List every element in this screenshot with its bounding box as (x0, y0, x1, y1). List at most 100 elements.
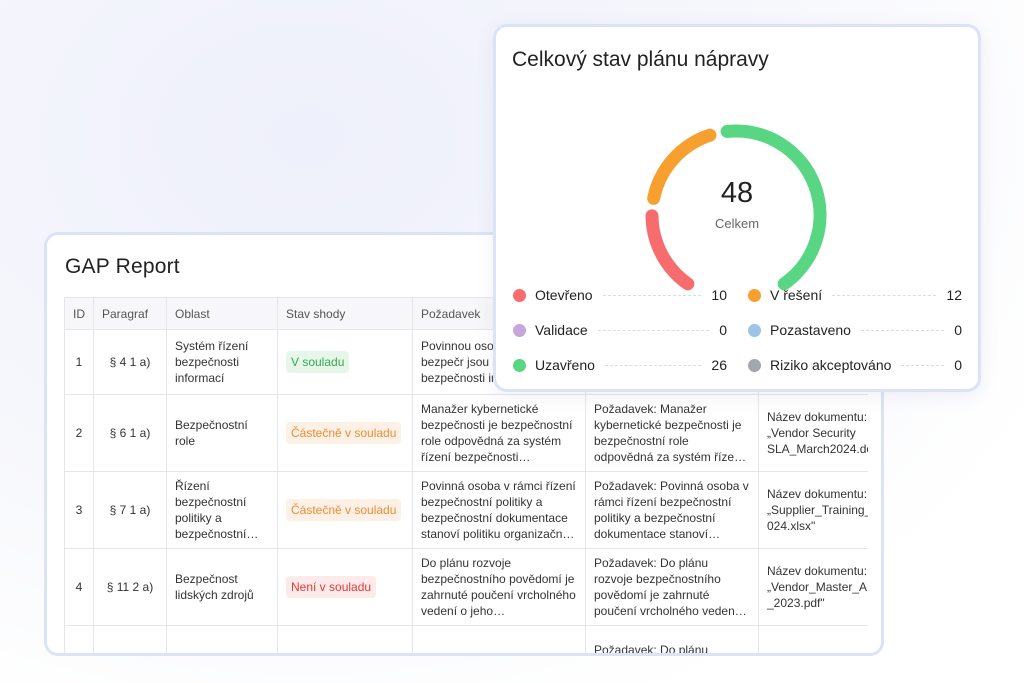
cell-stav: V souladu (277, 329, 413, 395)
gap-report-table: ID Paragraf Oblast Stav shody Požadavek … (64, 297, 868, 656)
cell-col7-text: Název dokumentu: (767, 650, 868, 653)
cell-col7-text: Název dokumentu: „Vendor_Master_A _2023.… (767, 564, 868, 610)
legend-divider (901, 364, 945, 366)
cell-col6-text: Požadavek: Povinná osoba v rámci řízení … (594, 479, 749, 541)
cell-stav (277, 625, 413, 653)
gauge-total-label: Celkem (714, 216, 760, 231)
cell-paragraf-text: § 11 2 a) (106, 580, 154, 594)
cell-col6: Požadavek: Do plánu rozvoje (585, 625, 759, 656)
legend-dot (748, 288, 761, 302)
cell-pozadavek-text: Povinná osoba v rámci řízení bezpečnostn… (421, 479, 576, 541)
status-badge: V souladu (286, 351, 350, 373)
cell-id-text: 3 (75, 503, 83, 517)
cell-oblast: Řízení bezpečnostní politiky a bezpečnos… (166, 471, 278, 549)
cell-paragraf-text: § 6 1 a) (109, 426, 151, 440)
cell-col6-text: Požadavek: Do plánu rozvoje (594, 643, 709, 656)
cell-oblast: Bezpečnostní role (166, 394, 278, 472)
cell-oblast: Bezpečnost lidských zdrojů (166, 548, 278, 626)
cell-col7: Název dokumentu: „Vendor_Master_A _2023.… (758, 548, 868, 626)
cell-stav: Částečně v souladu (277, 471, 413, 549)
cell-pozadavek: Do plánu rozvoje bezpečnostního povědomí… (412, 548, 586, 626)
legend-item[interactable]: Uzavřeno 26 (513, 355, 727, 375)
table-row[interactable]: 4 § 11 2 a) Bezpečnost lidských zdrojů Není… (64, 548, 868, 626)
cell-col6-text: Požadavek: Manažer kybernetické bezpečno… (594, 402, 745, 464)
legend-value: 0 (719, 322, 727, 338)
cell-paragraf: § 11 2 a) (93, 548, 167, 626)
cell-pozadavek-text: Do plánu rozvoje (421, 650, 577, 653)
legend-label: V řešení (770, 287, 823, 303)
cell-stav: Částečně v souladu (277, 394, 413, 472)
cell-id: 1 (64, 329, 94, 395)
legend-item[interactable]: Riziko akceptováno 0 (748, 355, 962, 375)
gauge-total-value: 48 (720, 177, 754, 209)
legend-label: Pozastaveno (770, 322, 851, 338)
gauge-segment-v-řešení[interactable] (647, 128, 717, 205)
legend-dot (513, 323, 526, 337)
cell-id: 2 (64, 394, 94, 472)
cell-oblast: Systém řízení bezpečnosti informací (166, 329, 278, 395)
table-row[interactable]: 2 § 6 1 a) Bezpečnostní role Částečně v sou… (64, 394, 868, 472)
legend-divider (832, 294, 937, 296)
legend-item[interactable]: Validace 0 (513, 320, 727, 340)
legend-value: 26 (711, 357, 727, 373)
legend-label: Riziko akceptováno (770, 357, 892, 373)
status-badge: Není v souladu (286, 576, 377, 598)
cell-oblast-text: Systém řízení bezpečnosti informací (175, 339, 249, 385)
cell-id-text: 1 (75, 355, 83, 369)
gap-report-title: GAP Report (65, 255, 180, 278)
legend-item[interactable]: Otevřeno 10 (513, 285, 727, 305)
legend-value: 12 (946, 287, 962, 303)
cell-oblast-text: Řízení bezpečnostní politiky a bezpečnos… (175, 479, 247, 541)
cell-col7: Název dokumentu: (758, 625, 868, 653)
column-header-id[interactable]: ID (64, 297, 94, 330)
cell-col7: Název dokumentu: „Vendor Security SLA_Ma… (758, 394, 868, 472)
cell-col7-text: Název dokumentu: „Supplier_Training_ 024… (767, 487, 868, 533)
cell-paragraf: § 7 1 a) (93, 471, 167, 549)
legend-item[interactable]: V řešení 12 (748, 285, 962, 305)
gap-report-table-wrap[interactable]: ID Paragraf Oblast Stav shody Požadavek … (64, 297, 868, 656)
legend-label: Uzavřeno (535, 357, 595, 373)
cell-id (64, 625, 94, 653)
legend-value: 0 (954, 357, 962, 373)
cell-paragraf-text: § 4 1 a) (109, 355, 151, 369)
cell-pozadavek: Povinná osoba v rámci řízení bezpečnostn… (412, 471, 586, 549)
legend-divider (860, 329, 945, 331)
legend-dot (513, 288, 526, 302)
status-badge: Částečně v souladu (286, 499, 402, 521)
legend-label: Validace (535, 322, 588, 338)
cell-id-text: 2 (75, 426, 83, 440)
legend-label: Otevřeno (535, 287, 593, 303)
cell-id: 3 (64, 471, 94, 549)
cell-stav: Není v souladu (277, 548, 413, 626)
legend-item[interactable]: Pozastaveno 0 (748, 320, 962, 340)
status-gauge-chart (645, 124, 827, 291)
cell-col7-text: Název dokumentu: „Vendor Security SLA_Ma… (767, 410, 868, 456)
cell-col6: Požadavek: Povinná osoba v rámci řízení … (585, 471, 759, 549)
column-header-paragraf[interactable]: Paragraf (93, 297, 167, 330)
column-header-stav-shody[interactable]: Stav shody (277, 297, 413, 330)
legend-divider (604, 364, 702, 366)
cell-oblast-text: Bezpečnost lidských zdrojů (175, 572, 254, 602)
gauge-segment-uzavřeno[interactable] (720, 124, 827, 291)
legend-divider (602, 294, 702, 296)
cell-col6: Požadavek: Do plánu rozvoje bezpečnostní… (585, 548, 759, 626)
cell-col6: Požadavek: Manažer kybernetické bezpečno… (585, 394, 759, 472)
cell-paragraf (93, 625, 167, 653)
legend-value: 0 (954, 322, 962, 338)
legend-value: 10 (711, 287, 727, 303)
table-row[interactable]: Do plánu rozvoje Požadavek: Do plánu rozv… (64, 625, 868, 656)
cell-id-text: 4 (75, 580, 83, 594)
status-badge: Částečně v souladu (286, 422, 402, 444)
column-header-oblast[interactable]: Oblast (166, 297, 278, 330)
table-row[interactable]: 3 § 7 1 a) Řízení bezpečnostní politiky a … (64, 471, 868, 549)
cell-pozadavek: Manažer kybernetické bezpečnosti je bezp… (412, 394, 586, 472)
remediation-status-card: Celkový stav plánu nápravy 48 Celkem Ote… (493, 24, 981, 392)
cell-col6-text: Požadavek: Do plánu rozvoje bezpečnostní… (594, 556, 749, 618)
cell-pozadavek-text: Manažer kybernetické bezpečnosti je bezp… (421, 402, 573, 464)
cell-id: 4 (64, 548, 94, 626)
cell-paragraf-text: § 7 1 a) (109, 503, 151, 517)
cell-oblast (166, 625, 278, 653)
cell-paragraf: § 6 1 a) (93, 394, 167, 472)
legend-dot (748, 323, 761, 337)
gauge-segment-otevřeno[interactable] (645, 209, 695, 291)
